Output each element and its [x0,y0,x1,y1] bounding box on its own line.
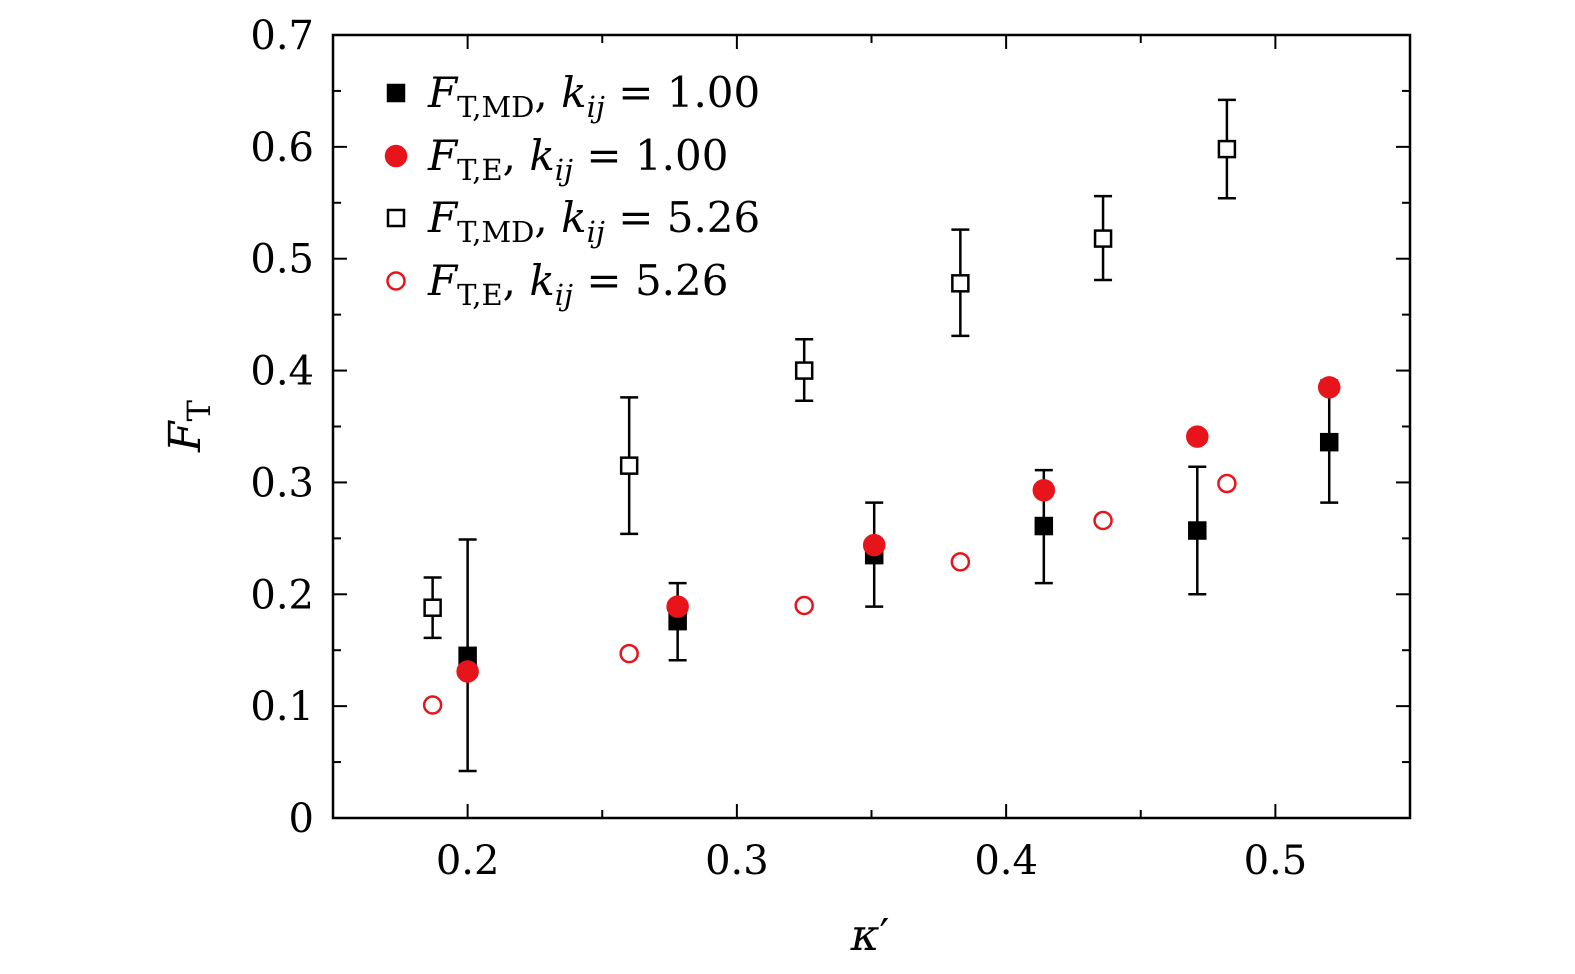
x-tick-labels: 0.2 0.3 0.4 0.5 [436,838,1307,884]
legend-entry-label: FT,MD, kij = 5.26 [427,193,760,249]
legend-entry-label: FT,E, kij = 5.26 [427,256,728,312]
data-point-series-1 [1034,516,1054,536]
data-point-series-3 [1093,229,1113,248]
legend-marker [384,144,408,168]
y-tick-label: 0.7 [250,13,314,59]
legend-entry-label: FT,E, kij = 1.00 [427,131,728,187]
y-tick-label: 0.3 [250,460,314,506]
y-tick-label: 0.5 [250,237,314,283]
data-point-series-3 [1217,139,1237,159]
y-tick-label: 0.6 [250,125,314,171]
y-tick-label: 0.2 [250,572,314,618]
axis-ticks [332,34,1410,819]
x-axis-label: κ′ [850,910,890,961]
legend: FT,MD, kij = 1.00 FT,E, kij = 1.00 FT,MD, … [384,68,760,312]
data-point-series-4 [619,643,639,664]
data-point-series-4 [422,695,443,715]
legend-entry-label: FT,MD, kij = 1.00 [427,68,760,124]
data-point-series-3 [619,456,639,475]
data-point-series-2 [1317,376,1341,399]
data-point-series-4 [794,595,814,616]
y-tick-labels: 0 0.1 0.2 0.3 0.4 0.5 0.6 0.7 [250,13,314,842]
data-point-series-3 [423,598,442,617]
legend-marker [386,208,406,228]
data-point-series-4 [1093,510,1113,531]
x-tick-label: 0.2 [436,838,500,884]
data-point-series-3 [794,361,814,380]
x-tick-label: 0.4 [974,838,1038,884]
data-point-series-1 [1319,432,1339,452]
data-point-series-4 [950,552,971,572]
y-tick-label: 0.1 [250,684,314,730]
data-point-series-2 [456,660,479,683]
data-point-series-2 [862,533,886,557]
legend-marker [386,83,406,103]
data-point-series-1 [1188,521,1207,540]
data-point-series-2 [666,595,689,618]
y-axis-label: FT [160,399,218,453]
data-markers [422,139,1341,715]
y-tick-label: 0 [289,796,314,842]
x-tick-label: 0.3 [705,838,769,884]
data-point-series-2 [1032,479,1056,502]
data-point-series-2 [1186,425,1209,448]
x-tick-label: 0.5 [1244,838,1308,884]
data-point-series-3 [951,274,970,293]
y-tick-label: 0.4 [250,349,314,395]
legend-marker [386,271,406,291]
data-point-series-4 [1217,473,1237,494]
